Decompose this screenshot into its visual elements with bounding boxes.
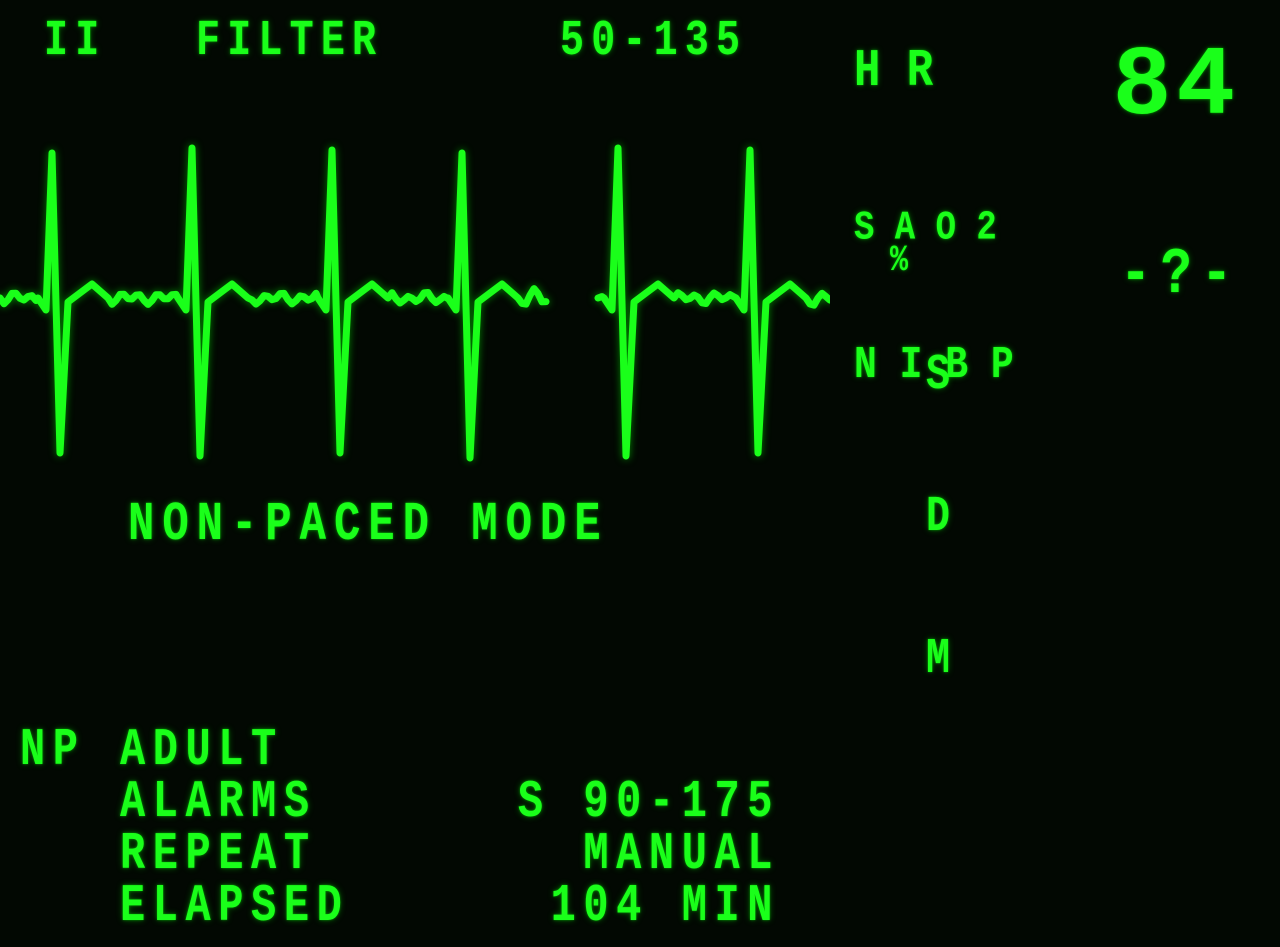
filter-range: 50-135 [560, 14, 747, 70]
hr-label: H R [854, 48, 933, 98]
sao2-label: S A O 2 [854, 218, 997, 240]
status-row-0-label: ALARMS [120, 772, 317, 832]
mode-label: NON-PACED MODE [128, 494, 609, 557]
ecg-waveform [0, 128, 830, 468]
nibp-diastolic-label: D [926, 490, 957, 546]
lead-label: II [44, 14, 106, 70]
filter-label: FILTER [196, 14, 383, 70]
status-row-0-value: S 90-175 [460, 772, 780, 832]
status-np-label: NP [20, 720, 86, 780]
status-row-2-value: 104 MIN [460, 876, 780, 936]
sao2-value: -?- [1120, 238, 1242, 312]
hr-value: 84 [1113, 32, 1240, 143]
status-row-1-label: REPEAT [120, 824, 317, 884]
monitor-screen: II FILTER 50-135 H R 84 S A O 2 % -?- N … [0, 0, 1280, 947]
status-row-1-value: MANUAL [460, 824, 780, 884]
nibp-mean-label: M [926, 632, 957, 688]
sao2-percent-icon: % [890, 240, 908, 283]
sao2-label-text: S A O 2 [854, 206, 997, 252]
status-patient-type: ADULT [120, 720, 284, 780]
status-row-2-label: ELAPSED [120, 876, 349, 936]
nibp-systolic-label: S [926, 348, 957, 404]
